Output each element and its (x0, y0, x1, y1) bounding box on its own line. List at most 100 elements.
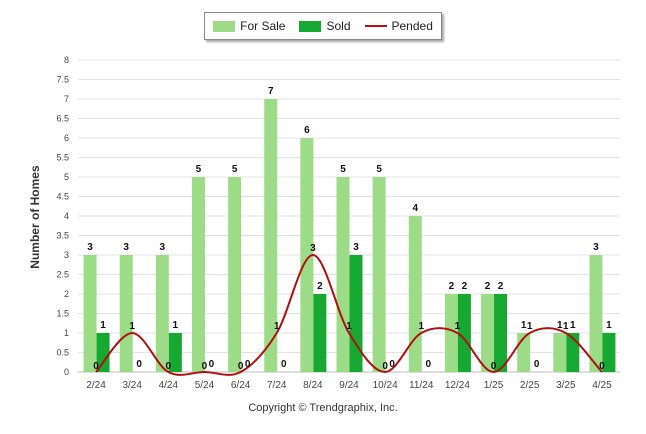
pended-data-label: 1 (346, 321, 352, 332)
for-sale-data-label: 6 (304, 125, 310, 136)
x-tick-label: 1/25 (484, 380, 504, 391)
pended-data-label: 1 (418, 321, 424, 332)
for-sale-bar (481, 294, 495, 372)
y-tick-label: 3.5 (56, 231, 69, 241)
y-tick-label: 7 (64, 94, 69, 104)
y-tick-label: 1.5 (56, 309, 69, 319)
sold-bar (349, 255, 363, 372)
x-tick-label: 4/25 (592, 380, 612, 391)
for-sale-bar (372, 177, 386, 372)
sold-bar (494, 294, 508, 372)
for-sale-bar (336, 177, 350, 372)
pended-data-label: 1 (129, 321, 135, 332)
x-tick-label: 11/24 (409, 380, 434, 391)
x-tick-label: 3/25 (556, 380, 576, 391)
pended-data-label: 0 (382, 361, 388, 372)
legend-label-for-sale: For Sale (240, 19, 286, 33)
x-tick-label: 2/25 (520, 380, 540, 391)
sold-data-label: 2 (498, 281, 504, 292)
x-tick-label: 4/24 (159, 380, 179, 391)
x-tick-label: 9/24 (339, 380, 359, 391)
y-tick-label: 0 (64, 367, 69, 377)
pended-line-path (95, 253, 603, 376)
for-sale-data-label: 1 (557, 320, 563, 331)
y-tick-label: 5.5 (56, 153, 69, 163)
pended-data-label: 0 (238, 361, 244, 372)
pended-data-label: 1 (563, 321, 569, 332)
y-axis-title: Number of Homes (28, 165, 42, 269)
sold-data-label: 1 (606, 320, 612, 331)
for-sale-data-label: 5 (196, 164, 202, 175)
y-tick-label: 1 (64, 328, 69, 338)
y-tick-label: 6 (64, 133, 69, 143)
sold-data-label: 0 (281, 359, 287, 370)
x-tick-label: 5/24 (195, 380, 215, 391)
for-sale-bar (191, 177, 205, 372)
for-sale-data-label: 5 (376, 164, 382, 175)
legend-item-for-sale[interactable]: For Sale (213, 19, 285, 33)
for-sale-data-label: 1 (521, 320, 527, 331)
bars (83, 99, 616, 372)
for-sale-data-label: 3 (87, 242, 93, 253)
sold-bar (602, 333, 616, 372)
pended-data-label: 1 (527, 321, 533, 332)
sold-data-label: 2 (317, 281, 323, 292)
for-sale-bar (300, 138, 314, 372)
for-sale-data-label: 3 (123, 242, 129, 253)
y-tick-label: 4 (64, 211, 69, 221)
y-tick-label: 2.5 (56, 270, 69, 280)
y-tick-label: 0.5 (56, 348, 69, 358)
sold-data-label: 0 (534, 359, 540, 370)
sold-bar (313, 294, 327, 372)
for-sale-bar (119, 255, 133, 372)
sold-bar (457, 294, 471, 372)
pended-data-label: 1 (455, 321, 461, 332)
for-sale-bar (553, 333, 567, 372)
sold-bar (96, 333, 110, 372)
for-sale-data-label: 2 (485, 281, 491, 292)
for-sale-data-label: 5 (232, 164, 238, 175)
for-sale-data-label: 3 (593, 242, 599, 253)
pended-data-label: 0 (93, 361, 99, 372)
pended-data-label: 0 (166, 361, 172, 372)
for-sale-data-label: 5 (340, 164, 346, 175)
y-tick-label: 4.5 (56, 192, 69, 202)
x-tick-label: 6/24 (231, 380, 251, 391)
for-sale-bar (155, 255, 169, 372)
pended-data-label: 0 (599, 361, 605, 372)
y-tick-label: 8 (64, 55, 69, 65)
sold-data-label: 0 (136, 359, 142, 370)
x-tick-label: 3/24 (122, 380, 142, 391)
for-sale-bar (228, 177, 242, 372)
sold-swatch (299, 20, 322, 32)
for-sale-bar (264, 99, 278, 372)
y-tick-label: 7.5 (56, 75, 69, 85)
sold-data-label: 1 (100, 320, 106, 331)
copyright-text: Copyright © Trendgraphix, Inc. (248, 402, 398, 414)
for-sale-bar (444, 294, 458, 372)
x-tick-label: 8/24 (303, 380, 323, 391)
for-sale-bar (408, 216, 422, 372)
for-sale-data-label: 2 (449, 281, 455, 292)
legend-item-pended[interactable]: Pended (364, 19, 433, 33)
y-tick-label: 2 (64, 289, 69, 299)
pended-data-label: 1 (274, 321, 280, 332)
sold-bar (168, 333, 182, 372)
for-sale-data-label: 3 (160, 242, 166, 253)
sold-data-label: 1 (570, 320, 576, 331)
pended-data-label: 3 (310, 243, 316, 254)
for-sale-swatch (213, 20, 236, 32)
for-sale-bar (83, 255, 97, 372)
sold-data-label: 0 (425, 359, 431, 370)
sold-data-label: 2 (462, 281, 468, 292)
for-sale-bar (589, 255, 603, 372)
pended-data-label: 0 (202, 361, 208, 372)
sold-data-label: 1 (173, 320, 179, 331)
y-tick-label: 3 (64, 250, 69, 260)
for-sale-data-label: 4 (412, 203, 418, 214)
legend-item-sold[interactable]: Sold (299, 19, 351, 33)
y-tick-label: 5 (64, 172, 69, 182)
for-sale-data-label: 7 (268, 86, 274, 97)
x-tick-label: 12/24 (445, 380, 470, 391)
